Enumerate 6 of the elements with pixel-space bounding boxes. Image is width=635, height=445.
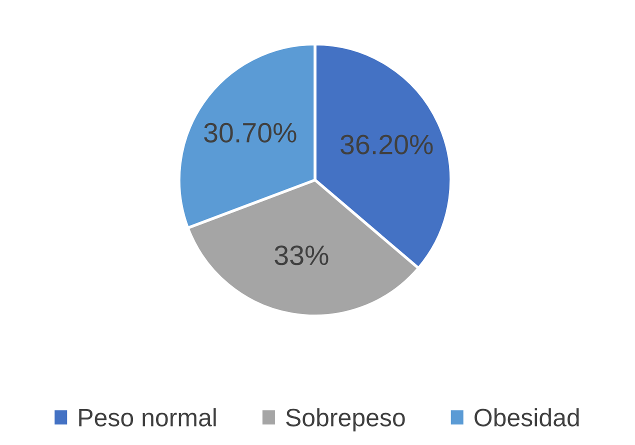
- legend-label: Peso normal: [79, 408, 216, 426]
- legend-label: Sobrepeso: [286, 408, 405, 432]
- data-label: 36.20%: [340, 134, 433, 154]
- data-label: 33%: [274, 245, 328, 266]
- data-label: 30.70%: [204, 122, 296, 143]
- legend-label: Obesidad: [474, 408, 579, 426]
